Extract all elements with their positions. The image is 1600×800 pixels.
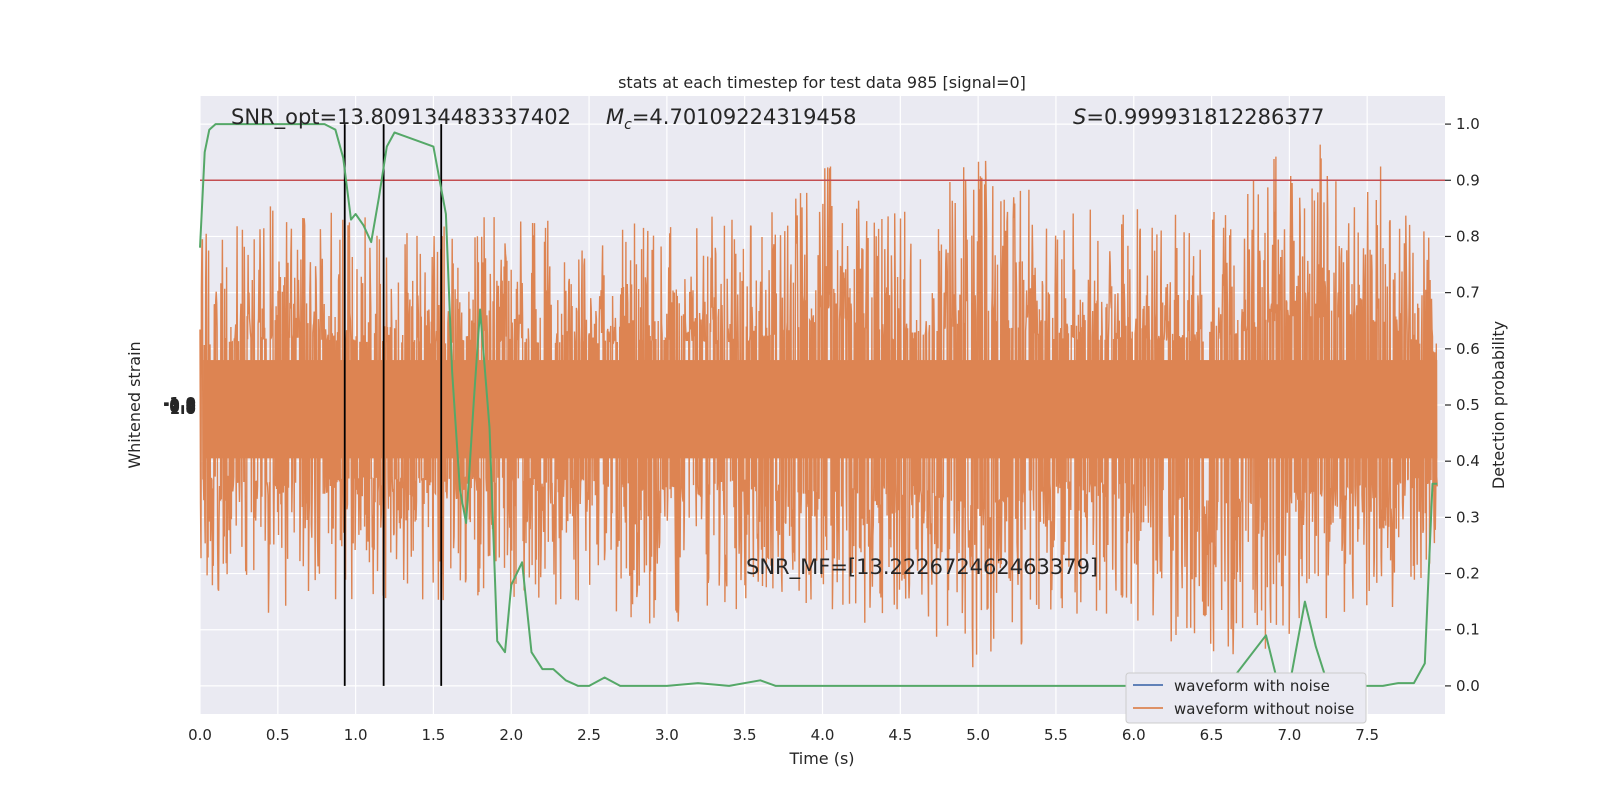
x-tick-label: 7.5 [1355, 726, 1379, 744]
y-tick-label: 0.6 [1456, 340, 1480, 358]
x-tick-label: 7.0 [1277, 726, 1301, 744]
left-axis-label: Whitened strain [125, 341, 144, 468]
x-tick-label: 2.0 [499, 726, 523, 744]
y-tick-label: 0.5 [1456, 396, 1480, 414]
chirp-mass-subscript: c [624, 117, 632, 133]
vertical-markers [343, 124, 443, 686]
left-tick-label: 0.5 [169, 399, 196, 417]
x-axis-label: Time (s) [788, 749, 854, 768]
x-tick-label: 6.5 [1200, 726, 1224, 744]
strain-trace [199, 144, 1438, 668]
right-axis-label: Detection probability [1489, 321, 1508, 489]
strain-core-band [203, 360, 1438, 459]
x-tick-label: 1.5 [422, 726, 446, 744]
x-tick-label: 3.0 [655, 726, 679, 744]
x-tick-label: 3.5 [733, 726, 757, 744]
left-tick-label: -0.5 [163, 396, 196, 414]
chirp-mass-value: =4.70109224319458 [632, 105, 857, 129]
chart-title: stats at each timestep for test data 985… [618, 73, 1026, 92]
left-tick-label: 1.0 [169, 400, 196, 418]
strain-path [199, 144, 1438, 668]
x-tick-label: 6.0 [1122, 726, 1146, 744]
left-tick-label: 0.0 [169, 397, 196, 415]
y-tick-label: 0.7 [1456, 284, 1480, 302]
s-value: =0.999931812286377 [1086, 105, 1324, 129]
x-tick-label: 0.0 [188, 726, 212, 744]
legend-box [1125, 672, 1367, 724]
y-tick-label: 0.1 [1456, 621, 1480, 639]
x-axis-ticks: 0.0 0.5 1.0 1.5 2.0 2.5 3.0 3.5 4.0 4.5 5.0 5.5 6.0 6… [188, 726, 1379, 744]
chirp-mass-symbol: M [606, 105, 624, 129]
left-tick-label: -1.0 [163, 394, 196, 412]
y-tick-label: 0.2 [1456, 565, 1480, 583]
right-axis-ticks: 0.0 0.1 0.2 0.3 0.4 0.5 0.6 0.7 0.8 0.9 1.0 [1445, 115, 1480, 695]
snr-mf-annotation: SNR_MF=[13.222672462463379] [746, 555, 1098, 580]
x-tick-label: 5.5 [1044, 726, 1068, 744]
y-tick-label: 0.9 [1456, 171, 1480, 189]
s-annotation: S=0.999931812286377 [1073, 105, 1324, 129]
snr-opt-annotation: SNR_opt=13.809134483337402 [231, 105, 571, 130]
y-tick-label: 0.4 [1456, 452, 1480, 470]
x-tick-label: 0.5 [266, 726, 290, 744]
legend-label-clean: waveform without noise [1174, 700, 1354, 718]
legend-label-noise: waveform with noise [1174, 677, 1330, 695]
y-tick-label: 0.3 [1456, 508, 1480, 526]
y-tick-label: 0.8 [1456, 227, 1480, 245]
y-tick-label: 0.0 [1456, 677, 1480, 695]
s-symbol: S [1073, 105, 1086, 129]
x-tick-label: 5.0 [966, 726, 990, 744]
legend: waveform with noise waveform without noi… [1125, 672, 1367, 724]
x-tick-label: 2.5 [577, 726, 601, 744]
x-tick-label: 1.0 [344, 726, 368, 744]
left-axis-ticks: -1.0-0.50.00.51.0 [163, 394, 196, 418]
x-tick-label: 4.0 [811, 726, 835, 744]
y-tick-label: 1.0 [1456, 115, 1480, 133]
chirp-mass-annotation: Mc=4.70109224319458 [606, 105, 857, 133]
x-tick-label: 4.5 [888, 726, 912, 744]
